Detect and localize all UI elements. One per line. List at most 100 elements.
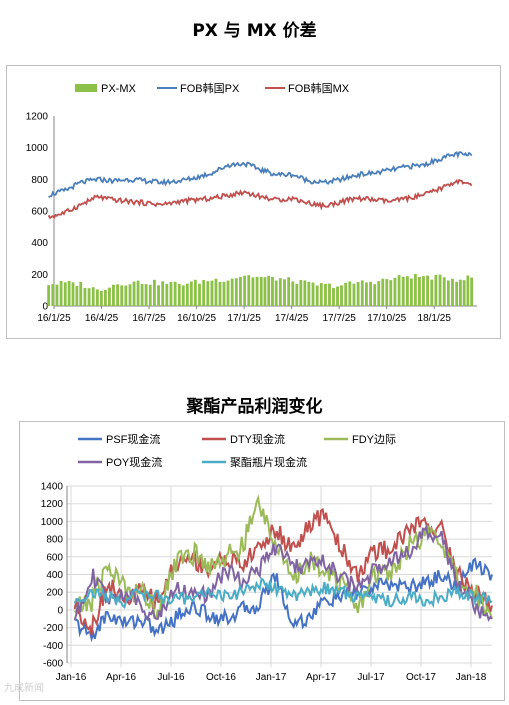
bar-px-mx (299, 280, 302, 306)
watermark-text: 九成新闻 (4, 683, 44, 694)
chart-2-x-tick-label: Jul-17 (357, 672, 385, 683)
bar-px-mx (219, 282, 222, 306)
chart-2-x-tick-label: Apr-16 (106, 672, 136, 683)
bar-px-mx (320, 283, 323, 306)
chart-2-title: 聚酯产品利润变化 (0, 392, 509, 417)
chart-2-frame: PSF现金流 DTY现金流 FDY边际 POY现金流 聚酯瓶片现金流 -600-… (19, 421, 505, 701)
bar-px-mx (418, 277, 421, 306)
bar-px-mx (410, 279, 413, 306)
bar-px-mx (215, 279, 218, 306)
bar-px-mx (239, 277, 242, 306)
legend-label-fob-mx: FOB韩国MX (288, 81, 350, 95)
chart-1-y-tick-label: 1200 (26, 112, 49, 123)
bar-px-mx (361, 280, 364, 306)
bar-px-mx (260, 277, 263, 306)
chart-2-y-tick-label: 400 (46, 570, 63, 581)
bar-px-mx (287, 277, 290, 306)
bar-px-mx (328, 284, 331, 306)
bar-px-mx (116, 284, 119, 306)
legend-label-bottle: 聚酯瓶片现金流 (230, 455, 307, 469)
bar-px-mx (377, 281, 380, 306)
bar-px-mx (145, 284, 148, 306)
bar-px-mx (178, 284, 181, 306)
bar-px-mx (157, 285, 160, 306)
chart-2-x-tick-label: Apr-17 (306, 672, 336, 683)
bar-px-mx (129, 284, 132, 306)
bar-px-mx (137, 281, 140, 306)
bar-px-mx (264, 277, 267, 306)
bar-px-mx (88, 288, 91, 306)
bar-px-mx (84, 288, 87, 306)
bar-px-mx (267, 276, 270, 306)
legend-swatch-px-mx (75, 84, 97, 92)
chart-1-x-tick-label: 18/1/25 (418, 313, 452, 324)
bar-px-mx (394, 278, 397, 306)
chart-1-svg: PX-MX FOB韩国PX FOB韩国MX 020040060080010001… (7, 66, 500, 338)
bar-px-mx (426, 276, 429, 306)
chart-1-title: PX 与 MX 价差 (0, 16, 509, 41)
bar-px-mx (235, 278, 238, 306)
chart-2-y-tick-label: 1000 (41, 517, 64, 528)
bar-px-mx (64, 282, 67, 306)
chart-2-svg: PSF现金流 DTY现金流 FDY边际 POY现金流 聚酯瓶片现金流 -600-… (20, 422, 504, 700)
bar-px-mx (365, 282, 368, 306)
bar-px-mx (385, 279, 388, 306)
bar-px-mx (279, 278, 282, 306)
bar-px-mx (182, 285, 185, 306)
chart-1-x-tick-label: 17/10/25 (367, 313, 406, 324)
bar-px-mx (243, 276, 246, 306)
bar-px-mx (439, 275, 442, 306)
bar-px-mx (198, 284, 201, 306)
bar-px-mx (414, 274, 417, 306)
bar-px-mx (348, 281, 351, 306)
bar-px-mx (295, 284, 298, 306)
legend-label-px-mx: PX-MX (101, 83, 137, 95)
bar-px-mx (402, 277, 405, 306)
bar-px-mx (324, 284, 327, 306)
bar-px-mx (202, 280, 205, 306)
bar-px-mx (463, 280, 466, 306)
legend-label-fdy: FDY边际 (352, 433, 396, 446)
bar-px-mx (466, 276, 469, 306)
bar-px-mx (455, 282, 458, 306)
bar-px-mx (275, 280, 278, 306)
chart-1-legend: PX-MX FOB韩国PX FOB韩国MX (75, 81, 350, 95)
bar-px-mx (165, 284, 168, 306)
chart-1-x-tick-label: 16/1/25 (37, 313, 71, 324)
bar-px-mx (252, 277, 255, 306)
line-fob-mx (49, 180, 472, 218)
bar-px-mx (141, 284, 144, 306)
bar-px-mx (312, 283, 315, 306)
bar-px-mx (161, 281, 164, 306)
bar-px-mx (47, 285, 50, 306)
bar-px-mx (227, 281, 230, 306)
bar-px-mx (120, 285, 123, 306)
bar-px-mx (332, 288, 335, 306)
bar-px-mx (434, 275, 437, 306)
bar-px-mx (443, 277, 446, 306)
chart-1-y-tick-label: 1000 (26, 143, 49, 154)
chart-1-x-tick-label: 17/4/25 (275, 313, 309, 324)
bar-px-mx (231, 279, 234, 306)
chart-1-x-tick-label: 16/7/25 (132, 313, 166, 324)
bar-px-mx (357, 282, 360, 306)
legend-label-dty: DTY现金流 (230, 432, 285, 446)
bar-px-mx (124, 286, 127, 306)
bar-px-mx (75, 286, 78, 306)
bar-px-mx (316, 286, 319, 306)
bar-px-mx (60, 281, 63, 306)
bar-px-mx (389, 280, 392, 306)
bar-px-mx (353, 284, 356, 306)
chart-2-y-tick-label: 1400 (41, 482, 64, 493)
bar-px-mx (72, 282, 75, 306)
chart-2-x-tick-label: Jan-18 (456, 672, 487, 683)
chart-2-lines (75, 498, 492, 639)
bar-px-mx (51, 284, 54, 306)
bar-px-mx (369, 282, 372, 306)
chart-1-y-tick-label: 400 (31, 238, 48, 249)
watermark-logo: 九成新闻 (4, 679, 44, 694)
legend-label-fob-px: FOB韩国PX (180, 81, 240, 95)
chart-2-y-tick-label: 0 (57, 605, 63, 616)
chart-2-x-tick-label: Jan-17 (256, 672, 287, 683)
bar-px-mx (307, 282, 310, 306)
